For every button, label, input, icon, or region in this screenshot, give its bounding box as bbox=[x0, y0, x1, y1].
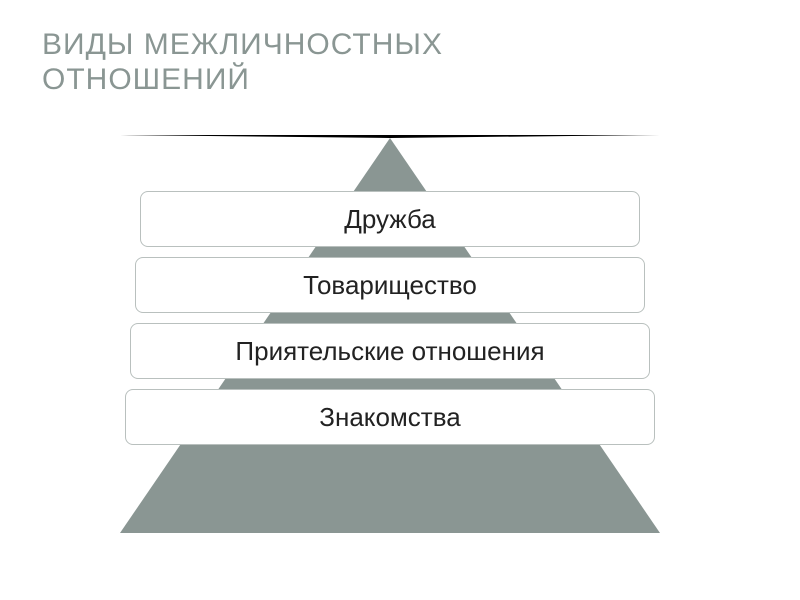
pyramid-level-label: Знакомства bbox=[319, 402, 460, 433]
pyramid-levels: Дружба Товарищество Приятельские отношения… bbox=[100, 191, 680, 455]
title-line-2: ОТНОШЕНИЙ bbox=[42, 63, 443, 98]
pyramid-level-label: Товарищество bbox=[303, 270, 477, 301]
pyramid-level-1: Товарищество bbox=[135, 257, 645, 313]
pyramid-level-3: Знакомства bbox=[125, 389, 655, 445]
pyramid-level-0: Дружба bbox=[140, 191, 640, 247]
pyramid-diagram: Дружба Товарищество Приятельские отношения… bbox=[100, 135, 680, 555]
pyramid-level-2: Приятельские отношения bbox=[130, 323, 650, 379]
slide-title: ВИДЫ МЕЖЛИЧНОСТНЫХ ОТНОШЕНИЙ bbox=[42, 28, 443, 97]
title-line-1: ВИДЫ МЕЖЛИЧНОСТНЫХ bbox=[42, 28, 443, 63]
pyramid-level-label: Приятельские отношения bbox=[235, 336, 544, 367]
pyramid-level-label: Дружба bbox=[344, 204, 436, 235]
